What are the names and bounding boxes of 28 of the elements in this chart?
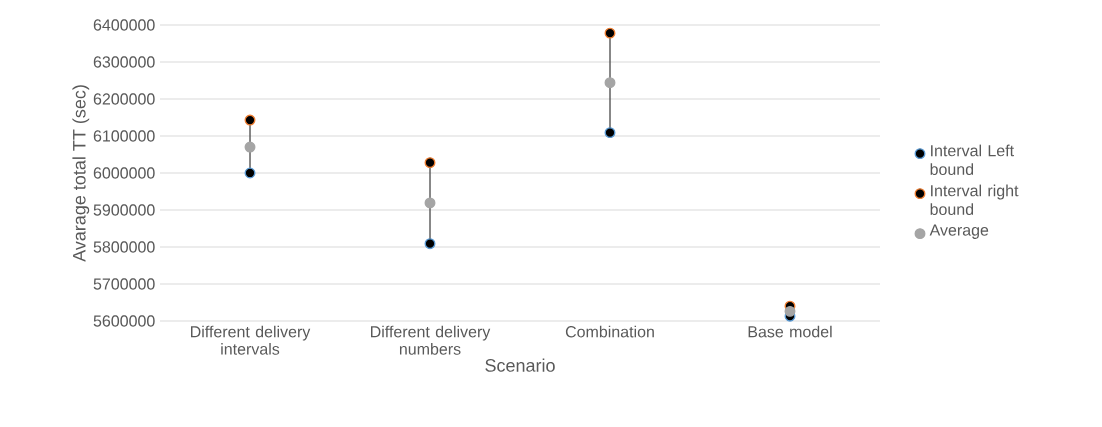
y-tick-label: 6400000: [93, 19, 155, 31]
legend-label: Average: [929, 224, 989, 239]
point: [244, 141, 256, 153]
point: [604, 27, 616, 39]
point: [604, 127, 616, 139]
y-tick-label: 5900000: [93, 204, 155, 216]
point: [424, 238, 436, 250]
x-tick-label: Different delivery numbers: [371, 325, 491, 355]
point: [244, 114, 256, 126]
x-tick-label: Combination: [565, 325, 654, 338]
y-axis-title: Avarage total TT (sec): [72, 85, 90, 262]
x-axis-title: Scenario: [485, 358, 555, 372]
y-tick-label: 6100000: [93, 130, 155, 142]
y-tick-label: 5800000: [93, 241, 155, 253]
y-tick-label: 6200000: [93, 93, 155, 105]
x-tick-label: Different delivery intervals: [191, 325, 311, 355]
point: [424, 157, 436, 169]
x-tick-label: Base model: [748, 325, 832, 338]
y-tick-label: 5600000: [93, 315, 155, 327]
y-tick-label: 5700000: [93, 278, 155, 290]
point: [784, 305, 796, 317]
point: [604, 77, 616, 89]
legend-label: Interval right bound: [930, 184, 1019, 215]
legend-label: Interval Left bound: [930, 144, 1014, 175]
point: [424, 197, 436, 209]
point: [244, 167, 256, 179]
y-tick-label: 6300000: [93, 56, 155, 68]
y-tick-label: 6000000: [93, 167, 155, 179]
